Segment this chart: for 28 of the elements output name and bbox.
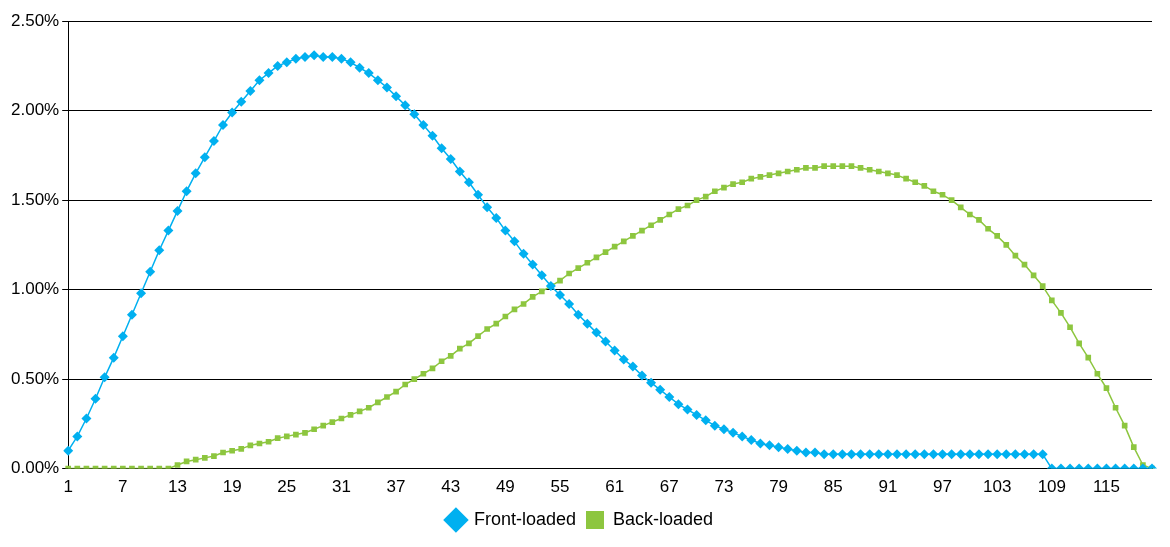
x-tick-label: 31 [331,477,351,497]
y-tick-label: 2.00% [11,100,60,120]
legend-label: Back-loaded [613,508,714,529]
x-tick-label: 61 [605,477,625,497]
x-tick-label: 103 [982,477,1012,497]
x-tick-label: 13 [168,477,187,497]
y-tick-label: 1.50% [11,189,60,209]
x-tick-label: 25 [277,477,297,497]
x-tick-label: 109 [1037,477,1066,497]
x-tick-label: 55 [550,477,570,497]
x-tick-label: 115 [1092,477,1121,497]
x-tick-label: 19 [222,477,242,497]
x-tick-label: 85 [823,477,843,497]
x-tick-label: 67 [659,477,679,497]
y-tick-label: 0.00% [11,458,60,478]
x-tick-label: 79 [769,477,789,497]
y-tick-label: 0.50% [11,368,60,388]
x-tick-label: 97 [933,477,952,497]
x-tick-label: 1 [63,477,73,497]
x-tick-label: 49 [495,477,515,497]
x-tick-label: 91 [878,477,898,497]
x-tick-label: 37 [386,477,406,497]
y-tick-label: 1.00% [11,279,60,299]
x-tick-label: 7 [118,477,128,497]
y-tick-label: 2.50% [11,10,60,30]
x-tick-label: 73 [714,477,734,497]
legend-label: Front-loaded [473,508,576,529]
x-tick-label: 43 [441,477,461,497]
